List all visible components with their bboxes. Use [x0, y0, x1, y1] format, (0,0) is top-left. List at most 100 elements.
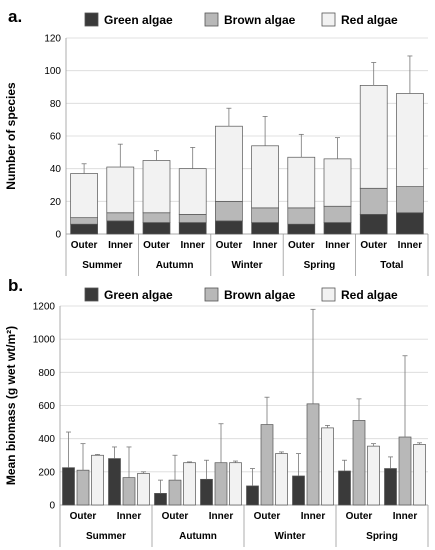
bar: [200, 478, 213, 506]
site-label: Outer: [70, 511, 97, 522]
legend-swatch: [321, 12, 336, 27]
site-label: Outer: [254, 511, 281, 522]
legend-swatch: [204, 287, 219, 302]
bar: [246, 485, 259, 506]
site-label: Inner: [325, 240, 350, 251]
legend-label: Red algae: [341, 288, 398, 302]
season-label: Spring: [304, 260, 336, 271]
season-label: Summer: [82, 260, 122, 271]
bar: [321, 427, 334, 506]
y-tick-label: 80: [50, 99, 62, 110]
site-label: Inner: [209, 511, 234, 522]
bar-segment: [396, 212, 424, 235]
bar: [367, 445, 380, 506]
y-tick-label: 20: [50, 197, 62, 208]
bar: [91, 454, 104, 506]
site-label: Inner: [253, 240, 278, 251]
legend-label: Green algae: [104, 13, 173, 27]
bar: [214, 462, 228, 506]
y-tick-label: 0: [49, 501, 55, 512]
bar: [62, 467, 75, 506]
bar: [76, 469, 90, 506]
bar-segment: [359, 85, 388, 189]
bar-segment: [178, 222, 207, 235]
bar-segment: [142, 160, 171, 214]
y-tick-label: 1000: [33, 335, 56, 346]
bar-segment: [359, 214, 388, 235]
legend-swatch: [84, 12, 99, 27]
bar-segment: [70, 217, 98, 225]
legend-swatch: [84, 287, 99, 302]
bar: [168, 479, 182, 506]
bar-segment: [215, 125, 243, 202]
bar-segment: [106, 220, 135, 235]
y-tick-label: 0: [55, 230, 61, 241]
bar: [229, 462, 242, 506]
bar-segment: [251, 145, 279, 209]
y-tick-label: 100: [44, 66, 61, 77]
bar-segment: [215, 200, 243, 222]
y-tick-label: 60: [50, 132, 62, 143]
bar-segment: [396, 93, 424, 187]
bar: [260, 424, 274, 506]
bar: [413, 444, 426, 506]
bar-segment: [359, 187, 388, 215]
site-label: Inner: [180, 240, 205, 251]
season-label: Total: [380, 260, 403, 271]
bar: [384, 468, 397, 506]
bar: [275, 453, 288, 506]
bar-segment: [323, 222, 352, 235]
y-tick-label: 800: [38, 368, 55, 379]
site-label: Inner: [393, 511, 418, 522]
y-tick-label: 400: [38, 434, 55, 445]
y-tick-label: 40: [50, 164, 62, 175]
season-label: Winter: [231, 260, 262, 271]
site-label: Outer: [71, 240, 98, 251]
bar: [108, 458, 121, 506]
bar-segment: [106, 166, 135, 214]
y-tick-label: 600: [38, 401, 55, 412]
bar: [122, 477, 136, 506]
bar-segment: [70, 223, 98, 235]
panel-label: b.: [8, 276, 23, 295]
site-label: Outer: [346, 511, 373, 522]
bar-segment: [287, 207, 316, 225]
site-label: Outer: [143, 240, 170, 251]
legend-swatch: [321, 287, 336, 302]
bar: [137, 473, 150, 506]
season-label: Summer: [86, 531, 126, 542]
bar: [352, 420, 366, 506]
y-tick-label: 1200: [33, 302, 56, 313]
bar-segment: [70, 173, 98, 219]
bar: [292, 475, 305, 506]
panel-a-species-chart: a. Green algae Brown algae Red algae Number …: [4, 7, 429, 276]
site-label: Outer: [216, 240, 243, 251]
y-axis-label: Mean biomass (g wet wt/m²): [4, 326, 18, 485]
site-label: Outer: [162, 511, 189, 522]
bar: [398, 436, 412, 506]
bar-segment: [396, 186, 424, 214]
legend-swatch: [204, 12, 219, 27]
site-label: Outer: [288, 240, 315, 251]
site-label: Inner: [398, 240, 423, 251]
bar-segment: [178, 214, 207, 223]
bar-segment: [215, 220, 243, 235]
bar: [306, 403, 320, 506]
bar-segment: [106, 212, 135, 222]
season-label: Winter: [274, 531, 305, 542]
y-axis-label: Number of species: [4, 82, 18, 190]
panel-label: a.: [8, 7, 22, 26]
bar-segment: [287, 156, 316, 209]
site-label: Inner: [108, 240, 133, 251]
bar-segment: [323, 205, 352, 223]
panel-b-biomass-chart: b. Green algae Brown algae Red algae Mean bi…: [4, 276, 429, 547]
bar-segment: [287, 223, 316, 235]
site-label: Inner: [301, 511, 326, 522]
bar: [338, 470, 351, 506]
site-label: Outer: [360, 240, 387, 251]
bar-segment: [251, 207, 279, 223]
bar-segment: [142, 222, 171, 235]
site-label: Inner: [117, 511, 142, 522]
bar-segment: [178, 168, 207, 215]
